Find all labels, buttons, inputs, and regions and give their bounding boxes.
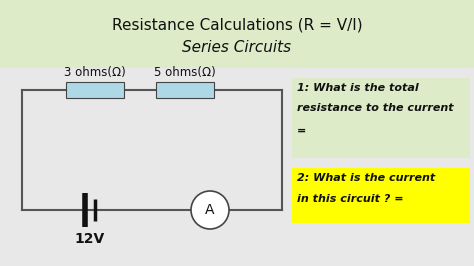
Text: 5 ohms(Ω): 5 ohms(Ω) <box>154 66 216 79</box>
Text: A: A <box>205 203 215 217</box>
Text: in this circuit ? =: in this circuit ? = <box>297 194 404 204</box>
Bar <box>292 78 470 158</box>
Bar <box>66 82 124 98</box>
Text: 12V: 12V <box>75 232 105 246</box>
Text: 2: What is the current: 2: What is the current <box>297 173 435 183</box>
Text: Resistance Calculations (R = V/I): Resistance Calculations (R = V/I) <box>112 18 362 33</box>
Text: Series Circuits: Series Circuits <box>182 40 292 55</box>
Text: 3 ohms(Ω): 3 ohms(Ω) <box>64 66 126 79</box>
Text: 1: What is the total: 1: What is the total <box>297 83 419 93</box>
Circle shape <box>191 191 229 229</box>
Bar <box>0 0 474 68</box>
Text: resistance to the current: resistance to the current <box>297 103 454 113</box>
Bar <box>292 168 470 223</box>
Text: =: = <box>297 126 306 136</box>
Bar <box>156 82 214 98</box>
